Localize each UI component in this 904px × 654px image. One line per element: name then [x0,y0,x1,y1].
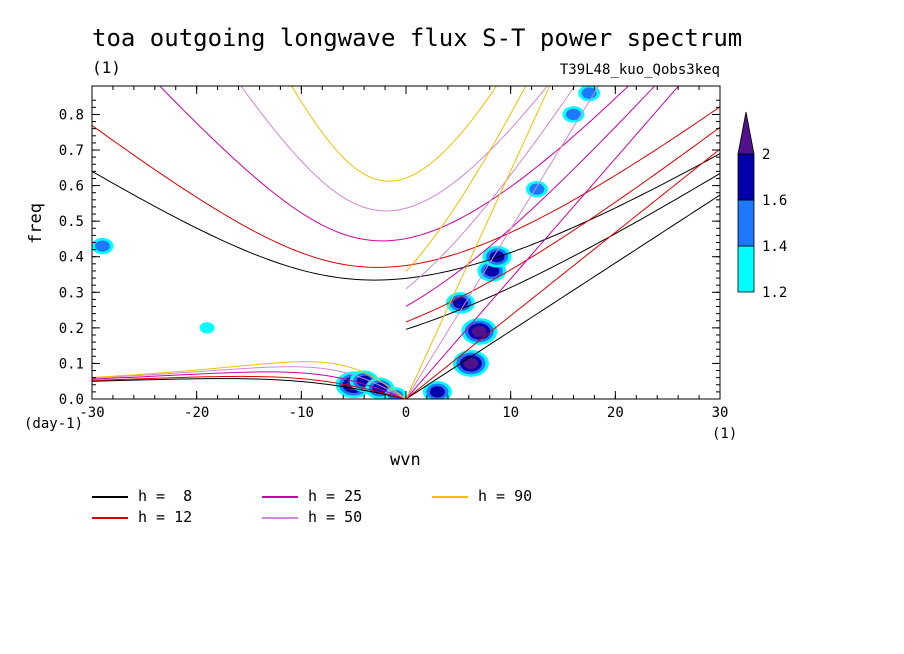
colorbar-label: 1.2 [762,285,787,301]
rossby-curve-h25 [92,371,407,399]
colorbar-extend [737,111,755,155]
mrg-curve-h12 [405,126,720,323]
y-tick-label: 0.0 [59,392,84,408]
kelvin-curve-h50 [405,86,600,399]
power-blob [565,108,581,121]
x-tick-label: 10 [502,405,519,421]
power-blob [94,240,110,252]
mrg-curve-h90 [405,86,527,272]
power-blob [484,265,500,277]
chart-title: toa outgoing longwave flux S-T power spe… [92,24,743,52]
legend-item: h = 50 [262,508,362,526]
colorbar-segment [737,153,755,201]
rossby-curve-h12 [92,375,407,399]
legend-label: h = 50 [308,508,363,526]
legend-swatch [92,495,128,498]
rossby-curve-h90 [92,361,407,399]
legend-item: h = 8 [92,487,192,505]
colorbar-label: 1.6 [762,193,787,209]
power-blob [452,297,468,309]
y-tick-label: 0.2 [59,321,84,337]
y-tick-label: 0.6 [59,179,84,195]
kelvin-curve-h25 [405,86,680,399]
x-tick-label: 20 [607,405,624,421]
kelvin-curve-h8 [405,194,720,399]
y-tick-label: 0.4 [59,250,84,266]
y-axis-label: freq [26,203,46,244]
kelvin-curve-h12 [405,148,720,399]
y-tick-label: 0.1 [59,356,84,372]
mrg-curve-h8 [405,173,720,330]
x-unit-label: (1) [712,426,738,442]
colorbar-segment [737,245,755,293]
power-contours [92,86,601,399]
colorbar-segment [737,199,755,247]
rossby-curve-h8 [92,378,407,399]
x-tick-label: -10 [289,405,314,421]
power-blob [463,357,479,370]
colorbar-label: 2 [762,147,770,163]
kelvin-curve-h90 [405,86,551,399]
run-name: T39L48_kuo_Qobs3keq [559,62,720,78]
x-tick-label: -20 [184,405,209,421]
legend-swatch [92,516,128,519]
power-blob [529,183,545,195]
y-tick-label: 0.8 [59,107,84,123]
x-tick-label: -30 [79,405,104,421]
x-tick-label: 30 [712,405,729,421]
legend-label: h = 90 [478,487,533,505]
y-tick-label: 0.5 [59,214,84,230]
legend-label: h = 12 [138,508,193,526]
rossby-curve-h50 [92,366,407,399]
plot-axes: -30 -20 -10 0 10 20 30 0.0 0.1 0.2 0.3 0.4 0.5 0.6 0.7… [59,85,729,421]
legend-swatch [432,495,468,498]
mrg-curve-h50 [405,86,576,290]
y-unit-label: (day-1) [24,416,84,432]
colorbar-label: 1.4 [762,239,787,255]
plot-frame [91,85,721,400]
power-blob [489,251,505,263]
gravity-curve-h12 [92,106,720,268]
power-blob [471,325,487,338]
legend-item: h = 12 [92,508,192,526]
gravity-curve-h8 [92,153,720,281]
legend-swatch [262,495,298,498]
dispersion-curves [92,86,720,399]
gravity-curve-h90 [291,86,498,182]
colorbar: 1.2 1.4 1.6 2 [737,111,787,301]
legend-item: h = 90 [432,487,532,505]
mrg-curve-h25 [405,86,656,307]
power-blob [199,322,215,334]
legend-label: h = 25 [308,487,363,505]
y-tick-label: 0.3 [59,285,84,301]
power-blob [429,386,445,398]
legend-label: h = 8 [138,487,193,505]
gravity-curve-h25 [159,86,630,242]
legend-swatch [262,516,298,519]
units-label: (1) [92,58,121,77]
y-tick-label: 0.7 [59,143,84,159]
gravity-curve-h50 [240,86,548,212]
x-tick-label: 0 [402,405,410,421]
x-axis-label: wvn [390,450,421,470]
legend-item: h = 25 [262,487,362,505]
